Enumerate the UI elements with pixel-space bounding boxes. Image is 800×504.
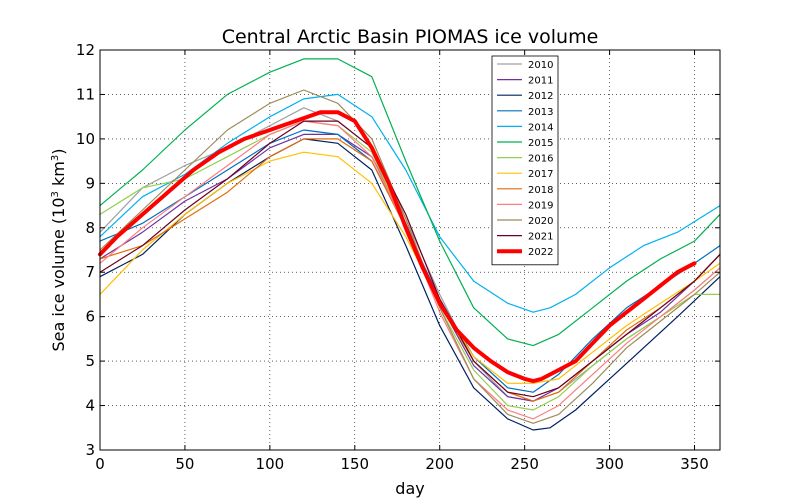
- x-tick-label: 50: [175, 455, 194, 473]
- y-axis-label-main: Sea ice volume (10: [49, 197, 68, 351]
- legend-label-2020: 2020: [528, 216, 553, 227]
- legend-label-2010: 2010: [528, 60, 553, 71]
- series-layer: [98, 58, 721, 431]
- legend-label-2016: 2016: [528, 154, 553, 165]
- legend-label-2015: 2015: [528, 138, 553, 149]
- x-tick-label: 150: [340, 455, 369, 473]
- series-line-2020: [99, 89, 721, 424]
- series-line-2017: [99, 151, 721, 384]
- legend-label-2014: 2014: [528, 122, 553, 133]
- y-tick-label: 8: [85, 219, 95, 237]
- legend-label-2022: 2022: [528, 247, 553, 258]
- series-line-2016: [99, 120, 721, 411]
- legend: 2010 2011 2012 2013 2014 2015 2016 2017 2018 2019…: [491, 55, 559, 266]
- legend-label-2017: 2017: [528, 169, 553, 180]
- legend-label-2013: 2013: [528, 107, 553, 118]
- y-tick-label: 3: [85, 441, 95, 459]
- legend-label-2019: 2019: [528, 200, 553, 211]
- y-tick-label: 12: [76, 41, 95, 59]
- series-line-2014: [99, 93, 721, 313]
- x-tick-label: 100: [256, 455, 285, 473]
- y-tick-label: 10: [76, 130, 95, 148]
- series-line-2012: [99, 138, 721, 431]
- x-tick-label: 300: [595, 455, 624, 473]
- y-axis-label-end: ): [49, 149, 68, 155]
- x-axis-label: day: [395, 479, 424, 498]
- grid-layer: [100, 50, 720, 450]
- x-tick-label: 350: [680, 455, 709, 473]
- y-tick-label: 7: [85, 263, 95, 281]
- y-tick-label: 11: [76, 85, 95, 103]
- y-axis-label-sup1: 3: [50, 191, 61, 197]
- x-tick-label: 0: [95, 455, 105, 473]
- plot-frame: [99, 49, 721, 451]
- legend-box: [491, 55, 559, 266]
- y-tick-label: 4: [85, 397, 95, 415]
- y-axis-label: Sea ice volume (103 km3): [49, 149, 68, 352]
- legend-label-2018: 2018: [528, 185, 553, 196]
- legend-label-2021: 2021: [528, 232, 553, 243]
- series-line-2019: [99, 120, 721, 420]
- x-tick-label: 200: [425, 455, 454, 473]
- tick-layer: 0 50 100 150 200 250 300 350 3 4 5 6 7 8 9 10 11 12: [76, 41, 720, 473]
- legend-label-2011: 2011: [528, 76, 553, 87]
- y-axis-label-sup2: 3: [50, 155, 61, 161]
- y-tick-label: 6: [85, 308, 95, 326]
- y-tick-label: 5: [85, 352, 95, 370]
- y-tick-label: 9: [85, 174, 95, 192]
- legend-label-2012: 2012: [528, 91, 553, 102]
- x-tick-label: 250: [510, 455, 539, 473]
- series-line-2022: [98, 110, 697, 384]
- chart-title: Central Arctic Basin PIOMAS ice volume: [222, 26, 599, 48]
- series-line-2015: [99, 58, 721, 347]
- y-axis-label-mid: km: [49, 161, 68, 191]
